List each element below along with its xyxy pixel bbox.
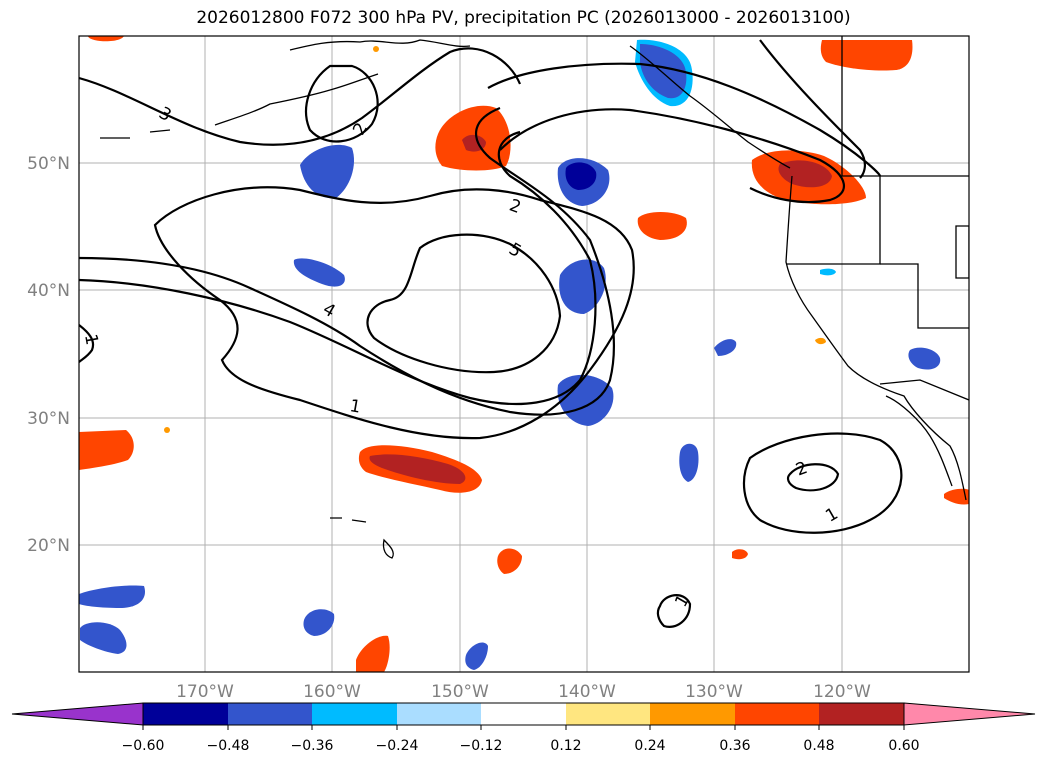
precip-blob-pos <box>637 212 687 240</box>
precip-blob-pos <box>944 488 969 505</box>
colorbar: −0.60 −0.48 −0.36 −0.24 −0.12 0.12 0.24 … <box>11 702 1036 754</box>
lon-label: 140°W <box>558 682 616 702</box>
precip-blob-pos <box>820 40 913 71</box>
colorbar-tick-label: −0.12 <box>460 738 503 754</box>
colorbar-bin <box>735 703 819 725</box>
colorbar-tick-label: 0.12 <box>550 738 581 754</box>
precip-blob-neg <box>565 162 597 190</box>
precip-blob-neg <box>303 609 335 636</box>
colorbar-bin <box>481 703 566 725</box>
precip-blob-pos <box>164 427 170 433</box>
colorbar-ticks <box>142 725 905 730</box>
colorbar-tick-label: 0.36 <box>719 738 750 754</box>
precip-blob-neg <box>559 259 606 314</box>
pv-contours <box>79 39 903 628</box>
colorbar-bin <box>819 703 904 725</box>
lon-label: 160°W <box>303 682 361 702</box>
colorbar-bin <box>650 703 735 725</box>
colorbar-bin <box>228 703 312 725</box>
precip-blob-pos <box>369 454 466 484</box>
colorbar-tick-label: 0.60 <box>888 738 919 754</box>
colorbar-tick-label: −0.24 <box>376 738 419 754</box>
map-title: 2026012800 F072 300 hPa PV, precipitatio… <box>196 8 851 28</box>
colorbar-frame <box>142 702 905 726</box>
lon-label: 120°W <box>813 682 871 702</box>
precip-blob-pos <box>815 337 826 345</box>
precip-positive-areas <box>79 36 969 672</box>
precip-blob-pos <box>732 549 748 560</box>
precip-blob-neg <box>640 44 687 99</box>
precip-blob-neg <box>465 642 488 670</box>
lat-label: 20°N <box>27 536 70 556</box>
lat-label: 40°N <box>27 281 70 301</box>
precip-blob-pos <box>497 548 522 574</box>
precip-blob-neg <box>79 585 145 608</box>
latitude-labels: 50°N 40°N 30°N 20°N <box>27 154 70 556</box>
map-frame <box>78 35 970 673</box>
precip-blob-pos <box>88 36 124 42</box>
colorbar-tick-label: 0.48 <box>803 738 834 754</box>
lat-label: 50°N <box>27 154 70 174</box>
precip-blob-neg <box>908 347 941 370</box>
colorbar-tick-label: −0.36 <box>291 738 334 754</box>
colorbar-bin <box>312 703 397 725</box>
colorbar-bin <box>397 703 481 725</box>
lon-label: 170°W <box>176 682 234 702</box>
precip-blob-neg <box>679 443 699 482</box>
precip-blob-pos <box>373 46 379 52</box>
precip-blob-neg <box>714 339 737 356</box>
lat-label: 30°N <box>27 409 70 429</box>
lon-label: 150°W <box>431 682 489 702</box>
contour-label: 1 <box>80 333 102 347</box>
precip-blob-neg <box>300 144 355 199</box>
colorbar-tick-label: −0.60 <box>122 738 165 754</box>
colorbar-left-extension <box>11 702 144 726</box>
coastlines <box>100 36 969 559</box>
colorbar-right-extension <box>903 702 1036 726</box>
longitude-labels: 170°W 160°W 150°W 140°W 130°W 120°W <box>176 682 871 702</box>
precip-blob-neg <box>293 258 345 287</box>
precip-blob-pos <box>356 635 390 672</box>
contour-label: 1 <box>348 396 362 418</box>
colorbar-bin <box>566 703 650 725</box>
colorbar-bin <box>143 703 228 725</box>
precip-blob-pos <box>79 430 134 470</box>
precip-blob-neg <box>820 268 836 276</box>
colorbar-tick-label: −0.48 <box>207 738 250 754</box>
precip-blob-neg <box>80 622 127 654</box>
colorbar-tick-label: 0.24 <box>634 738 665 754</box>
lon-label: 130°W <box>685 682 743 702</box>
